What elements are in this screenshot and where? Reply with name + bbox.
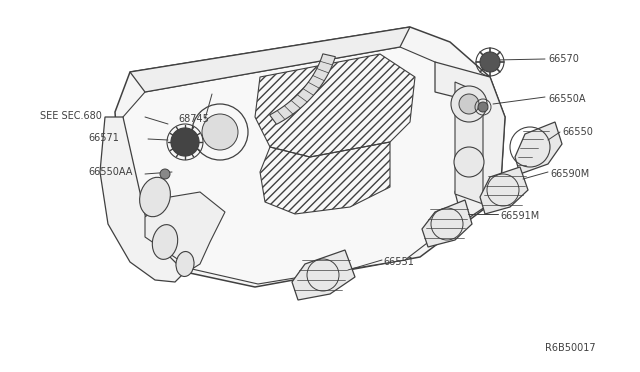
Circle shape	[171, 128, 199, 156]
Ellipse shape	[152, 225, 178, 259]
Polygon shape	[455, 82, 483, 204]
Text: 66571: 66571	[88, 133, 119, 143]
Polygon shape	[269, 54, 335, 124]
Polygon shape	[292, 250, 355, 300]
Polygon shape	[422, 200, 472, 247]
Text: 68745: 68745	[178, 114, 209, 124]
Circle shape	[202, 114, 238, 150]
Text: 66590M: 66590M	[550, 169, 589, 179]
Text: 66550AA: 66550AA	[88, 167, 132, 177]
Text: 66591M: 66591M	[500, 211, 540, 221]
Circle shape	[480, 52, 500, 72]
Polygon shape	[435, 62, 505, 217]
Text: 66550A: 66550A	[548, 94, 586, 104]
Polygon shape	[115, 27, 505, 287]
Text: 66570: 66570	[548, 54, 579, 64]
Polygon shape	[123, 47, 483, 284]
Polygon shape	[145, 192, 225, 269]
Circle shape	[459, 94, 479, 114]
Polygon shape	[100, 117, 185, 282]
Text: 66551: 66551	[383, 257, 414, 267]
Text: R6B50017: R6B50017	[545, 343, 596, 353]
Circle shape	[160, 169, 170, 179]
Text: SEE SEC.680: SEE SEC.680	[40, 111, 102, 121]
Polygon shape	[480, 167, 528, 214]
Circle shape	[478, 102, 488, 112]
Circle shape	[454, 147, 484, 177]
Polygon shape	[515, 122, 562, 174]
Ellipse shape	[140, 177, 170, 217]
Polygon shape	[130, 27, 410, 92]
Circle shape	[451, 86, 487, 122]
Ellipse shape	[176, 251, 194, 276]
Text: 66550: 66550	[562, 127, 593, 137]
